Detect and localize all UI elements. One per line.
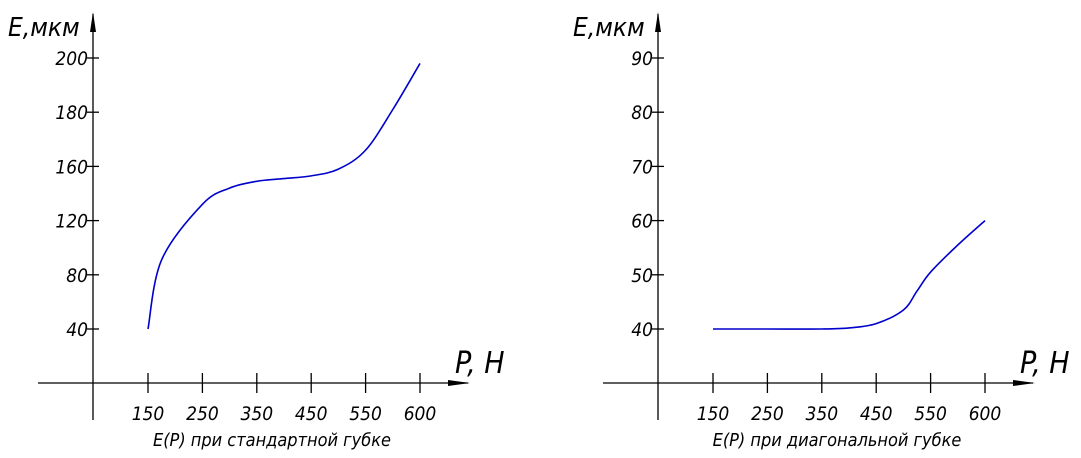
y-arrow — [655, 12, 661, 32]
y-tick-label: 40 — [631, 319, 653, 341]
x-tick-label: 450 — [860, 403, 893, 425]
x-tick-label: 150 — [697, 403, 730, 425]
y-tick-label: 160 — [55, 156, 88, 178]
y-axis-label: E,мкм — [8, 13, 80, 43]
x-tick-label: 550 — [349, 403, 382, 425]
y-tick-label: 50 — [631, 265, 653, 287]
x-axis-label: P, H — [1020, 346, 1070, 381]
x-tick-label: 450 — [295, 403, 328, 425]
y-tick-label: 80 — [66, 265, 88, 287]
y-arrow — [90, 12, 96, 32]
y-tick-label: 200 — [55, 48, 88, 70]
y-tick-label: 70 — [631, 156, 653, 178]
caption: E(P) при стандартной губке — [153, 430, 391, 451]
caption: E(P) при диагональной губке — [713, 430, 962, 451]
y-tick-label: 90 — [631, 48, 653, 70]
y-tick-label: 40 — [66, 319, 88, 341]
y-axis-label: E,мкм — [573, 13, 645, 43]
y-tick-label: 120 — [55, 211, 88, 233]
x-tick-label: 350 — [240, 403, 273, 425]
y-tick-label: 60 — [631, 211, 653, 233]
curve — [713, 220, 986, 330]
x-arrow — [1013, 380, 1035, 386]
x-tick-label: 250 — [751, 403, 784, 425]
x-tick-label: 350 — [805, 403, 838, 425]
x-tick-label: 250 — [186, 403, 219, 425]
x-tick-label: 600 — [404, 403, 437, 425]
curve — [147, 63, 421, 330]
x-arrow — [448, 380, 470, 386]
y-tick-label: 180 — [55, 102, 88, 124]
x-axis-label: P, H — [455, 346, 505, 381]
y-tick-label: 80 — [631, 102, 653, 124]
x-tick-label: 150 — [132, 403, 165, 425]
x-tick-label: 600 — [969, 403, 1002, 425]
x-tick-label: 550 — [914, 403, 947, 425]
